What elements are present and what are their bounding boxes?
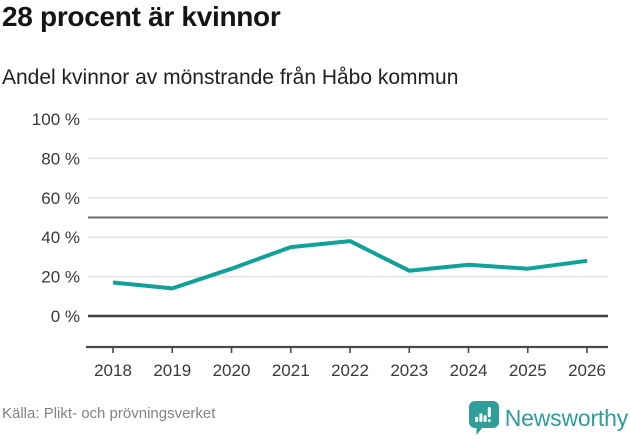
line-chart: 0 % 20 % 40 % 60 % 80 % 100 % 2018 2019 2020 2021… (32, 110, 608, 380)
x-tick-label: 2024 (450, 361, 488, 380)
x-tick-label: 2018 (94, 361, 132, 380)
x-tick-label: 2019 (153, 361, 191, 380)
y-tick-label: 20 % (41, 268, 80, 287)
y-tick-label: 100 % (32, 110, 80, 129)
y-tick-label: 0 % (51, 307, 80, 326)
x-tick-label: 2025 (509, 361, 547, 380)
x-tick-label: 2023 (390, 361, 428, 380)
source-note: Källa: Plikt- och prövningsverket (2, 405, 216, 422)
chart-subtitle: Andel kvinnor av mönstrande från Håbo ko… (2, 66, 459, 89)
newsworthy-logo: Newsworthy (468, 401, 628, 435)
newsworthy-logo-icon (468, 401, 499, 435)
y-tick-label: 40 % (41, 228, 80, 247)
x-tick-label: 2021 (272, 361, 310, 380)
newsworthy-wordmark: Newsworthy (504, 404, 628, 431)
x-tick-label: 2022 (331, 361, 369, 380)
x-tick-label: 2020 (213, 361, 251, 380)
y-tick-label: 60 % (41, 189, 80, 208)
x-tick-label: 2026 (568, 361, 606, 380)
chart-title: 28 procent är kvinnor (2, 1, 281, 32)
data-line (112, 239, 588, 291)
y-tick-label: 80 % (41, 149, 80, 168)
